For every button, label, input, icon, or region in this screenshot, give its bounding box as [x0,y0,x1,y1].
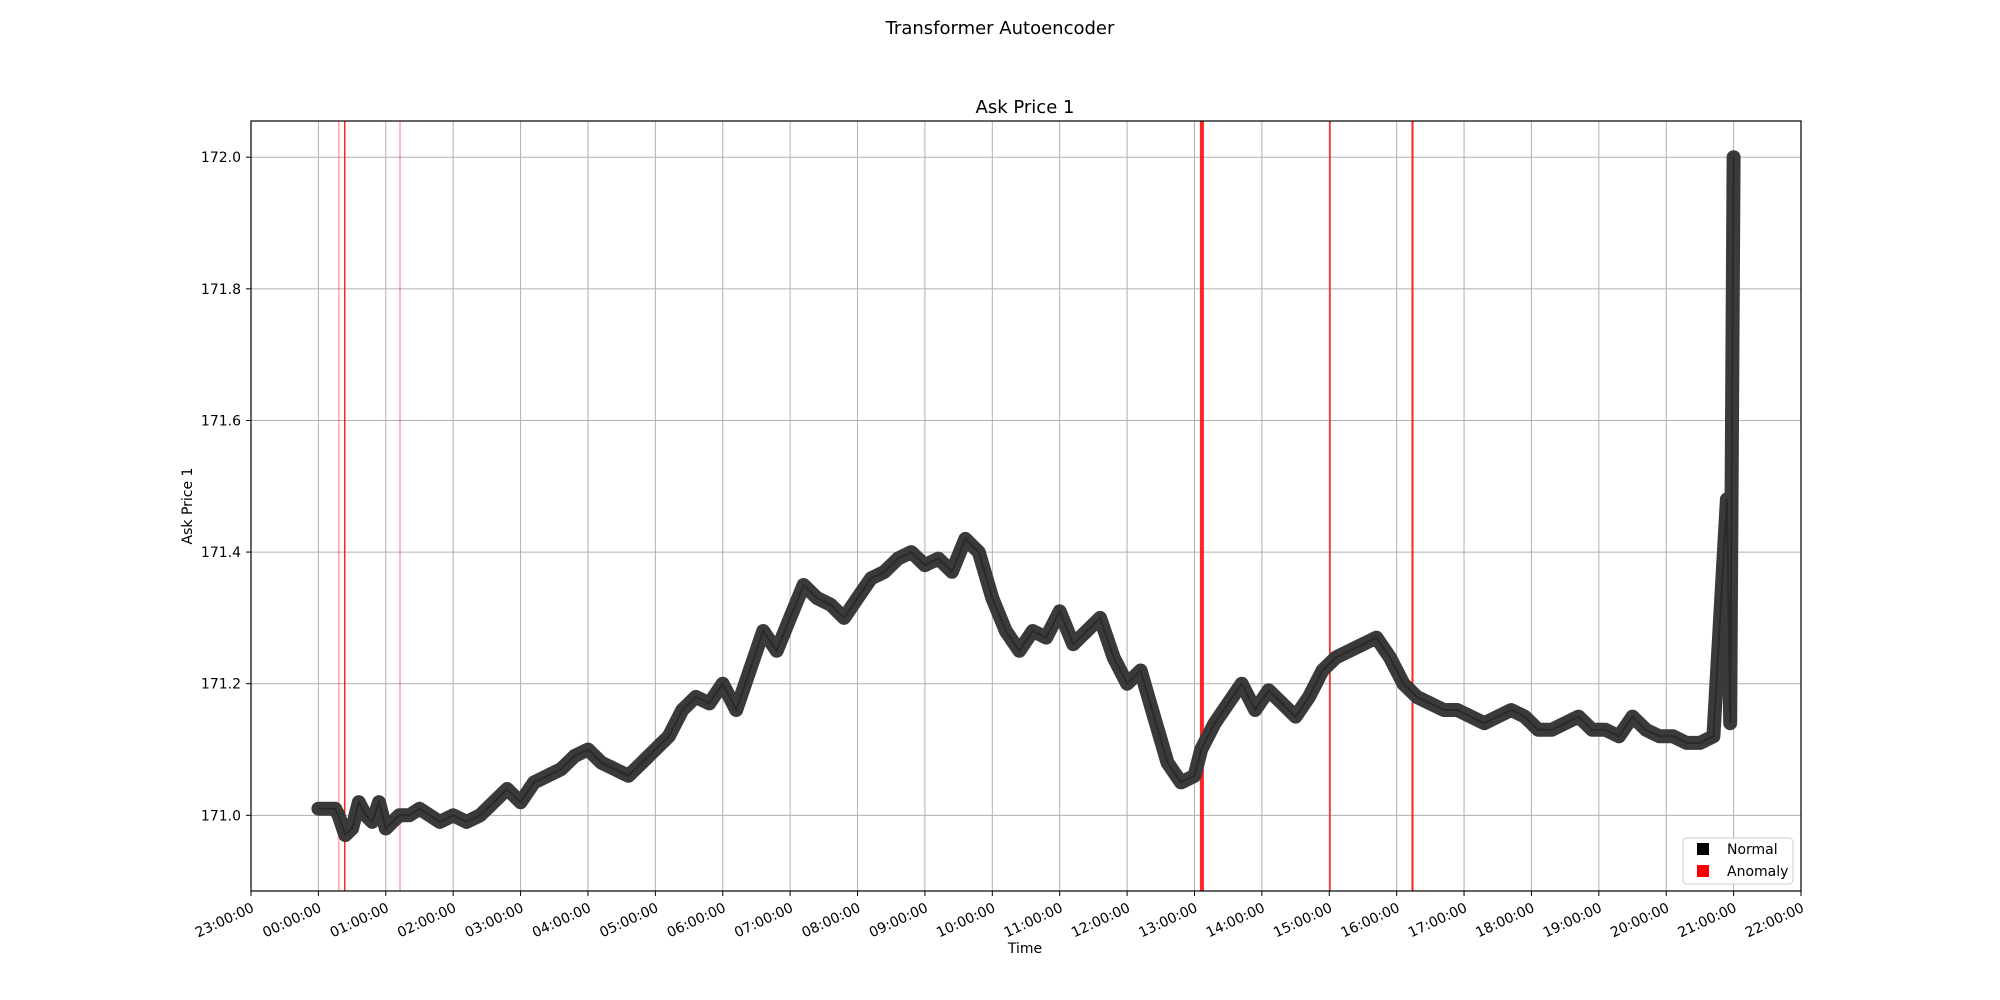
x-tick-label: 07:00:00 [732,900,796,941]
x-axis-label: Time [1007,941,1042,957]
figure-suptitle: Transformer Autoencoder [885,18,1115,39]
x-tick-label: 00:00:00 [260,900,324,941]
y-tick-label: 171.4 [201,545,241,561]
legend-normal-swatch [1697,843,1709,855]
x-tick-label: 16:00:00 [1339,900,1403,941]
legend-box [1682,837,1794,885]
x-tick-label: 17:00:00 [1406,900,1470,941]
anomaly-band [344,121,346,891]
grid-lines [250,121,1802,891]
anomaly-band [399,121,401,891]
anomaly-band [1411,121,1414,891]
legend-anomaly-swatch [1697,865,1709,877]
x-tick-label: 13:00:00 [1136,900,1200,941]
legend-normal-label: Normal [1727,842,1778,858]
price-series-line [318,157,1735,837]
anomaly-band [337,121,340,891]
y-axis-label: Ask Price 1 [180,468,196,545]
y-axis-ticks: 171.0 171.2 171.4 171.6 171.8 172.0 [201,150,251,824]
legend: Normal Anomaly [1682,837,1794,885]
x-tick-label: 03:00:00 [462,900,526,941]
anomaly-band [1199,121,1204,891]
plot-area [251,121,1801,891]
x-tick-label: 11:00:00 [1002,900,1066,941]
x-tick-label: 02:00:00 [395,900,459,941]
y-tick-label: 171.0 [201,808,241,824]
price-series [311,150,1741,843]
x-tick-label: 08:00:00 [799,900,863,941]
x-tick-label: 20:00:00 [1608,900,1672,941]
y-tick-label: 171.6 [201,413,241,429]
x-tick-label: 04:00:00 [530,900,594,941]
y-tick-label: 172.0 [201,150,241,166]
anomaly-bands [337,121,1414,891]
x-tick-label: 22:00:00 [1743,900,1807,941]
x-tick-label: 15:00:00 [1271,900,1335,941]
axes-title: Ask Price 1 [976,97,1075,118]
x-tick-label: 18:00:00 [1473,900,1537,941]
anomaly-band [1329,121,1331,891]
x-tick-label: 01:00:00 [328,900,392,941]
x-tick-label: 19:00:00 [1541,900,1605,941]
x-tick-label: 05:00:00 [597,900,661,941]
x-tick-label: 12:00:00 [1069,900,1133,941]
x-axis-ticks: 23:00:00 00:00:00 01:00:00 02:00:00 03:00:00… [193,891,1807,941]
legend-anomaly-label: Anomaly [1727,864,1788,880]
axes-frame [250,120,1802,892]
y-tick-label: 171.2 [201,677,241,693]
x-tick-label: 06:00:00 [665,900,729,941]
x-tick-label: 14:00:00 [1204,900,1268,941]
x-tick-label: 21:00:00 [1676,900,1740,941]
x-tick-label: 23:00:00 [193,900,257,941]
x-tick-label: 10:00:00 [934,900,998,941]
x-tick-label: 09:00:00 [867,900,931,941]
plot-background [251,121,1801,891]
y-tick-label: 171.8 [201,282,241,298]
